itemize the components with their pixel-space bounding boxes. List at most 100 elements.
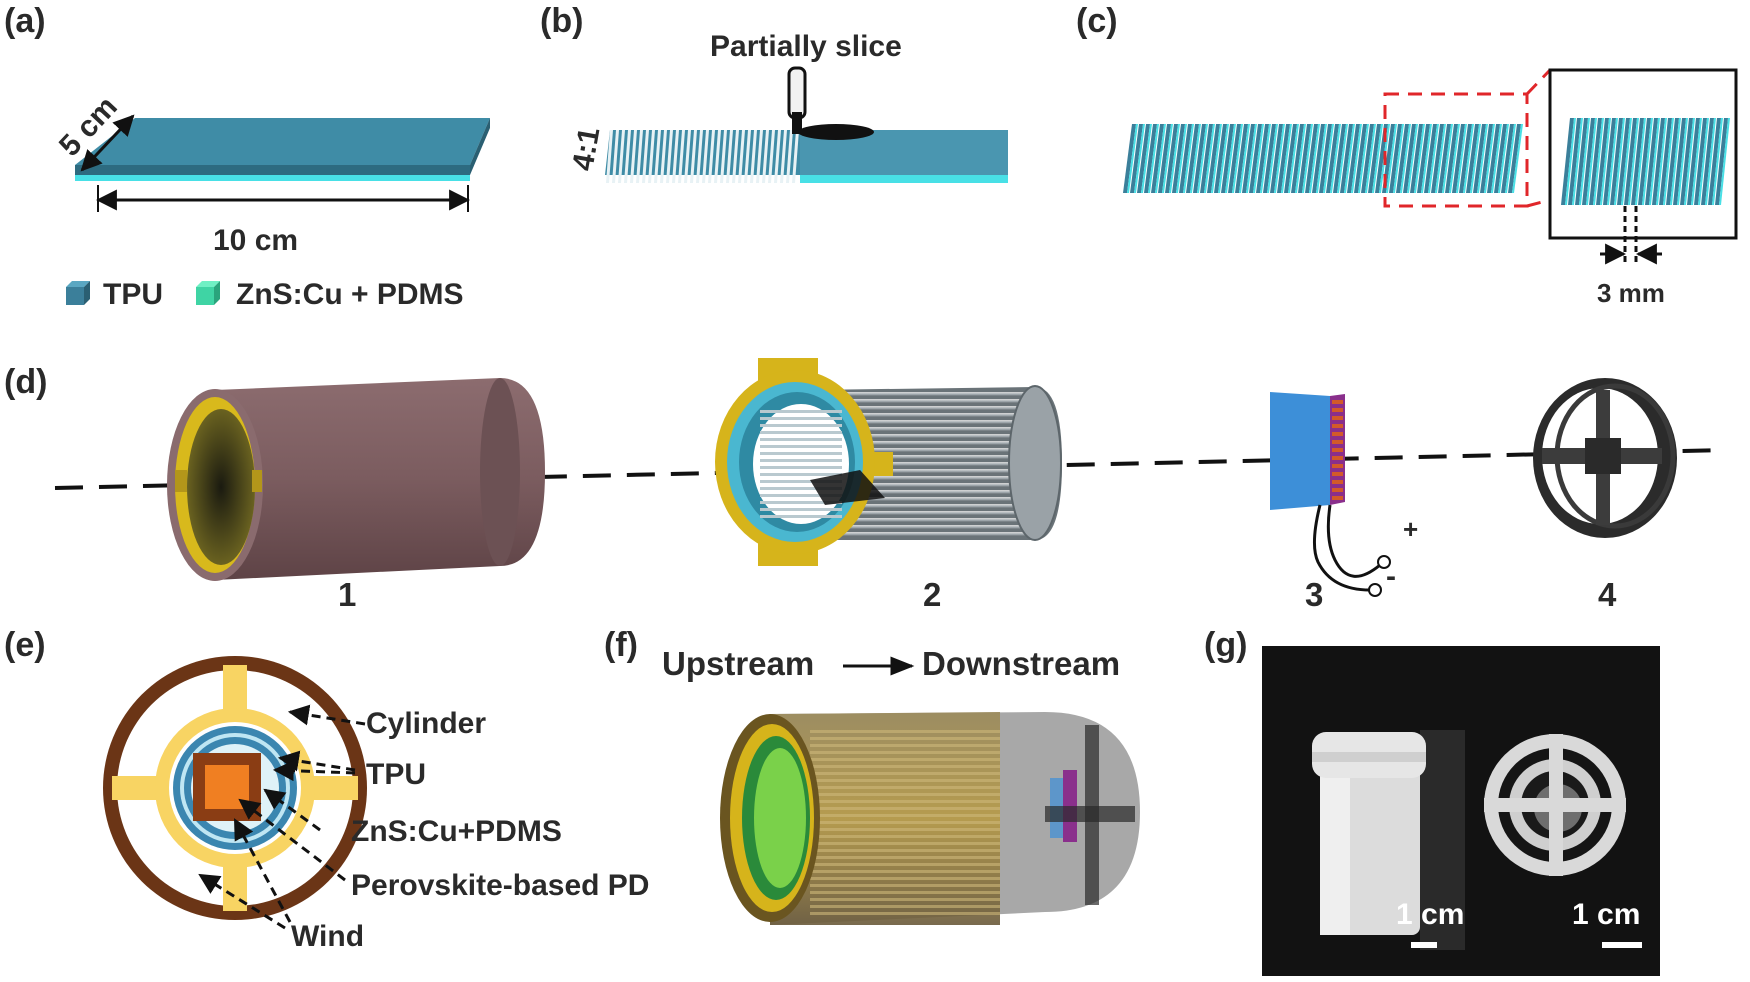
slice-strip bbox=[1333, 124, 1346, 193]
slice-strip bbox=[642, 130, 649, 183]
inner-strip bbox=[760, 515, 842, 518]
slice-strip bbox=[1228, 124, 1241, 193]
slice-strip bbox=[762, 130, 769, 183]
slice-strip bbox=[1687, 118, 1700, 205]
slice-strip-edge bbox=[1393, 124, 1404, 193]
slice-strip-edge bbox=[1239, 124, 1250, 193]
inner-strip bbox=[760, 424, 842, 427]
slice-strip bbox=[1673, 118, 1686, 205]
slice-strip bbox=[606, 130, 613, 183]
detector-stripe bbox=[1332, 448, 1343, 452]
device-strip bbox=[810, 779, 1000, 782]
slice-strip bbox=[1410, 124, 1423, 193]
slice-strip-edge bbox=[1670, 118, 1681, 205]
slice-strip bbox=[786, 130, 793, 183]
slice-strip-edge bbox=[1484, 124, 1495, 193]
downstream-label: Downstream bbox=[922, 645, 1120, 682]
slice-strip-edge bbox=[1642, 118, 1653, 205]
slice-strip bbox=[1312, 124, 1325, 193]
slice-strip-edge bbox=[1183, 124, 1194, 193]
device-strip bbox=[810, 870, 1000, 873]
slice-strip-edge bbox=[1253, 124, 1264, 193]
slice-strip-edge bbox=[1281, 124, 1292, 193]
device-strip bbox=[810, 730, 1000, 733]
panel-label-a: (a) bbox=[4, 2, 46, 40]
detector-stripe bbox=[1332, 464, 1343, 468]
slice-strip-edge bbox=[1316, 124, 1327, 193]
end-cap bbox=[1533, 378, 1677, 538]
slice-strip-edge bbox=[1372, 124, 1383, 193]
slice-strip bbox=[756, 130, 763, 183]
slice-strip bbox=[666, 130, 673, 183]
slice-strip bbox=[1659, 118, 1672, 205]
device-strip bbox=[810, 751, 1000, 754]
slice-strip-edge bbox=[1656, 118, 1667, 205]
slice-strip bbox=[1277, 124, 1290, 193]
device-strip bbox=[810, 898, 1000, 901]
slice-title: Partially slice bbox=[710, 30, 902, 63]
slice-strip-edge bbox=[1190, 124, 1201, 193]
slice-strip-edge bbox=[1586, 118, 1597, 205]
slice-strip-edge bbox=[1204, 124, 1215, 193]
zoom-connector-top bbox=[1525, 68, 1552, 96]
holder-strip bbox=[815, 490, 1035, 494]
device-strip bbox=[810, 912, 1000, 915]
inner-strip bbox=[760, 459, 842, 462]
device-strip bbox=[810, 849, 1000, 852]
slice-strip-edge bbox=[1218, 124, 1229, 193]
slice-strip bbox=[1235, 124, 1248, 193]
inner-strip bbox=[760, 417, 842, 420]
slice-strip-edge bbox=[1428, 124, 1439, 193]
device-strip bbox=[810, 835, 1000, 838]
slice-strip-edge bbox=[1470, 124, 1481, 193]
gap-label: 3 mm bbox=[1597, 278, 1665, 308]
holder-strip bbox=[815, 441, 1035, 445]
slice-strip bbox=[684, 130, 691, 183]
holder-strip bbox=[815, 483, 1035, 487]
slice-strip-edge bbox=[1365, 124, 1376, 193]
inner-strip bbox=[760, 452, 842, 455]
panel-label-c: (c) bbox=[1076, 2, 1118, 40]
slice-strip-edge bbox=[1477, 124, 1488, 193]
slice-strip bbox=[1596, 118, 1609, 205]
width-arrow bbox=[80, 114, 135, 172]
slice-strip-edge bbox=[1719, 118, 1730, 205]
slice-strip-edge bbox=[1449, 124, 1460, 193]
inner-strip bbox=[760, 480, 842, 483]
slice-strip-edge bbox=[1663, 118, 1674, 205]
slice-strip bbox=[1270, 124, 1283, 193]
slice-strip bbox=[660, 130, 667, 183]
slice-strip bbox=[1123, 124, 1136, 193]
slice-strip bbox=[1575, 118, 1588, 205]
slice-strip-edge bbox=[1421, 124, 1432, 193]
callout-cylinder: Cylinder bbox=[366, 707, 486, 740]
slice-strip bbox=[1284, 124, 1297, 193]
scale-label-right: 1 cm bbox=[1572, 898, 1640, 931]
inner-strip bbox=[760, 501, 842, 504]
slice-strip bbox=[1568, 118, 1581, 205]
detector-stripe bbox=[1332, 480, 1343, 484]
device-strip bbox=[810, 772, 1000, 775]
slice-strip bbox=[1617, 118, 1630, 205]
strip-holder bbox=[715, 358, 1062, 566]
slice-strip-edge bbox=[1302, 124, 1313, 193]
device-photo bbox=[1262, 646, 1660, 976]
holder-strip bbox=[815, 476, 1035, 480]
slice-strip-edge bbox=[1505, 124, 1516, 193]
device-strip bbox=[810, 905, 1000, 908]
detector-stripe bbox=[1332, 408, 1343, 412]
slice-strip bbox=[1158, 124, 1171, 193]
slice-strip-edge bbox=[1712, 118, 1723, 205]
slice-strip-edge bbox=[1649, 118, 1660, 205]
holder-strip bbox=[815, 462, 1035, 466]
slice-strip bbox=[1480, 124, 1493, 193]
device-strip bbox=[810, 856, 1000, 859]
slice-strip-edge bbox=[1498, 124, 1509, 193]
knife-icon bbox=[787, 66, 874, 140]
slice-strip-edge bbox=[1435, 124, 1446, 193]
slice-strip bbox=[1508, 124, 1521, 193]
inner-strip bbox=[760, 410, 842, 413]
panel-label-e: (e) bbox=[4, 626, 46, 664]
slice-strip-edge bbox=[1169, 124, 1180, 193]
slice-strip-edge bbox=[1677, 118, 1688, 205]
